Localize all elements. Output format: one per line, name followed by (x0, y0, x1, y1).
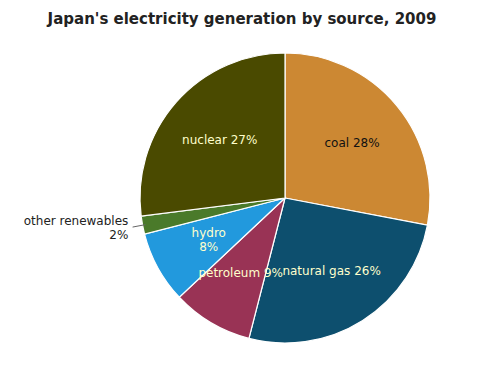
data-label: hydro8% (192, 226, 226, 254)
chart: Japan's electricity generation by source… (0, 0, 484, 366)
slice (285, 53, 430, 225)
data-label: nuclear 27% (182, 133, 257, 147)
data-label: natural gas 26% (282, 264, 380, 278)
data-label: coal 28% (324, 136, 379, 150)
slice (140, 53, 285, 216)
data-label: petroleum 9% (198, 266, 283, 280)
data-labels: coal 28% natural gas 26%petroleum 9% hydro… (24, 133, 381, 279)
title: Japan's electricity generation by source… (47, 10, 437, 28)
leader-line (133, 225, 146, 227)
slices (140, 53, 430, 343)
data-label: other renewables2% (24, 214, 129, 242)
